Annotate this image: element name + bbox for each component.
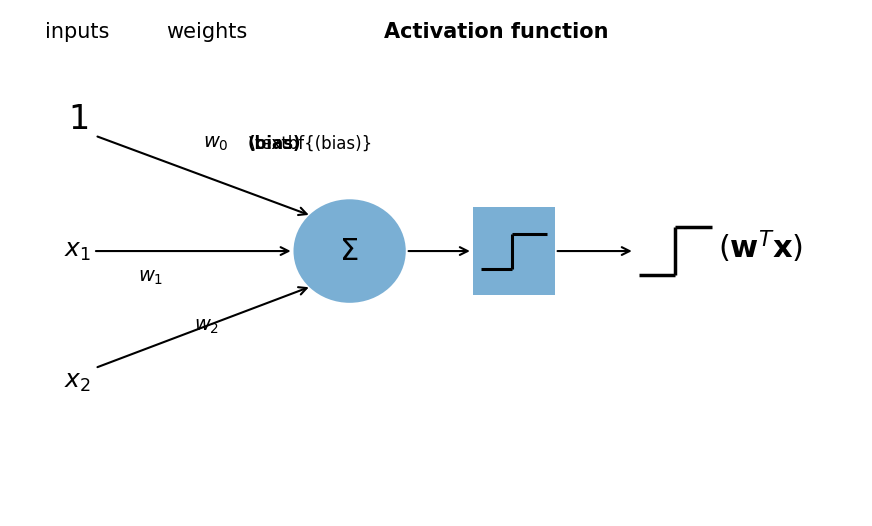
Text: Activation function: Activation function: [385, 22, 609, 42]
Text: weights: weights: [167, 22, 248, 42]
Text: $x_2$: $x_2$: [65, 370, 91, 394]
FancyBboxPatch shape: [473, 207, 555, 295]
Text: $w_0$: $w_0$: [203, 134, 228, 153]
Text: $1$: $1$: [67, 103, 88, 136]
Text: $x_1$: $x_1$: [65, 239, 91, 263]
Text: $w_2$: $w_2$: [194, 317, 220, 336]
Text: $(\mathbf{w}^T\mathbf{x})$: $(\mathbf{w}^T\mathbf{x})$: [719, 229, 804, 265]
Text: (bias): (bias): [248, 135, 301, 153]
Text: inputs: inputs: [45, 22, 110, 42]
Text: Σ: Σ: [340, 237, 359, 266]
Text: \textbf{(bias)}: \textbf{(bias)}: [244, 135, 372, 153]
Text: $w_1$: $w_1$: [138, 268, 163, 287]
Ellipse shape: [294, 199, 405, 303]
